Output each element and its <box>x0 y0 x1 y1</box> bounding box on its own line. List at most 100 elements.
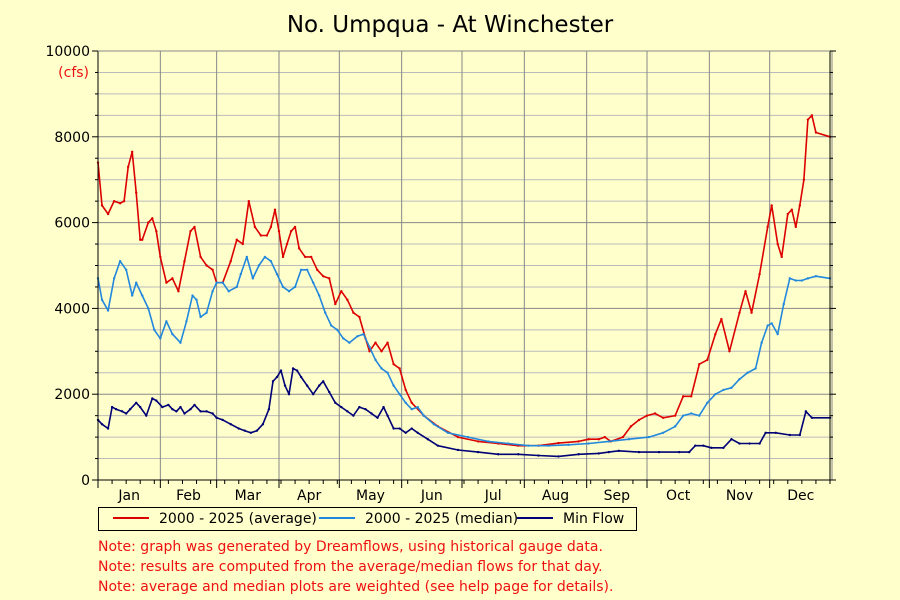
data-point <box>386 371 389 374</box>
data-point <box>392 427 395 430</box>
data-point <box>432 423 436 426</box>
data-point <box>776 332 779 336</box>
x-tick-label: Sep <box>604 488 631 504</box>
data-point <box>283 384 287 387</box>
data-point <box>688 450 691 454</box>
data-point <box>193 403 196 407</box>
data-point <box>275 375 279 379</box>
data-point <box>171 277 174 280</box>
data-point <box>289 229 293 233</box>
data-point <box>758 272 761 276</box>
data-point <box>235 238 238 241</box>
data-point <box>746 371 749 374</box>
data-point <box>241 242 244 246</box>
data-point <box>416 431 419 435</box>
legend-label-median: 2000 - 2025 (median) <box>365 511 519 527</box>
data-point <box>261 423 265 426</box>
data-point <box>800 279 804 282</box>
data-point <box>147 307 150 310</box>
legend-swatch-median <box>319 517 355 519</box>
data-point <box>738 311 741 314</box>
data-point <box>171 408 174 411</box>
data-point <box>706 358 709 362</box>
data-point <box>328 277 331 280</box>
data-point <box>177 290 180 293</box>
data-point <box>436 444 440 447</box>
axes <box>92 50 836 488</box>
data-point <box>189 408 192 411</box>
data-point <box>211 412 214 415</box>
y-tick-label: 10000 <box>45 44 90 60</box>
data-point <box>486 440 490 443</box>
data-point <box>410 408 413 411</box>
data-point <box>507 442 510 445</box>
data-point <box>205 264 208 267</box>
data-point <box>112 199 116 203</box>
data-point <box>352 414 355 417</box>
data-point <box>285 242 289 246</box>
data-point <box>253 225 257 229</box>
data-point <box>728 350 731 353</box>
data-point <box>517 453 520 456</box>
data-point <box>299 375 303 379</box>
data-point <box>155 229 158 233</box>
data-point <box>587 438 590 441</box>
data-point <box>722 446 725 450</box>
data-point <box>311 393 315 396</box>
data-point <box>597 452 600 455</box>
data-point <box>380 367 383 370</box>
data-point <box>273 208 277 211</box>
data-point <box>159 337 162 340</box>
note-line: Note: average and median plots are weigh… <box>98 579 614 595</box>
data-point <box>340 290 343 293</box>
data-point <box>255 429 259 432</box>
data-point <box>748 442 751 445</box>
x-tick-label: Mar <box>235 488 262 504</box>
data-point <box>627 438 631 441</box>
data-point <box>714 332 717 336</box>
data-point <box>637 450 641 454</box>
data-point <box>706 401 709 404</box>
data-point <box>259 234 263 237</box>
data-point <box>770 204 773 207</box>
data-point <box>356 335 359 338</box>
data-point <box>106 427 110 430</box>
data-point <box>249 431 253 435</box>
data-point <box>205 311 208 314</box>
data-point <box>694 444 697 447</box>
data-point <box>776 242 779 246</box>
data-point <box>221 281 224 284</box>
data-point <box>135 281 138 284</box>
data-point <box>398 427 401 430</box>
tick-labels: 0 2000 4000 6000 8000 10000 Jan Feb Mar Apr May Jun… <box>45 44 814 504</box>
data-point <box>211 290 214 293</box>
legend: 2000 - 2025 (average) 2000 - 2025 (media… <box>98 507 637 531</box>
data-point <box>147 221 150 224</box>
data-point <box>744 290 747 293</box>
data-point <box>165 320 168 323</box>
data-point <box>235 285 238 289</box>
data-point <box>790 208 793 211</box>
data-point <box>245 255 249 259</box>
data-point <box>165 281 168 284</box>
data-point <box>750 311 753 314</box>
y-tick-label: 4000 <box>54 301 90 317</box>
data-point <box>702 444 705 447</box>
data-point <box>673 414 677 417</box>
data-point <box>122 199 126 203</box>
data-point <box>340 405 343 409</box>
grid <box>97 50 833 481</box>
data-point <box>392 384 395 387</box>
data-point <box>151 217 154 220</box>
data-point <box>135 191 138 194</box>
data-point <box>404 401 407 404</box>
data-point <box>637 418 641 422</box>
data-point <box>291 367 295 370</box>
data-point <box>382 405 385 409</box>
data-point <box>139 405 142 409</box>
data-point <box>806 277 810 280</box>
data-point <box>167 403 170 407</box>
data-point <box>621 435 625 439</box>
data-point <box>100 298 104 302</box>
data-point <box>135 401 138 404</box>
